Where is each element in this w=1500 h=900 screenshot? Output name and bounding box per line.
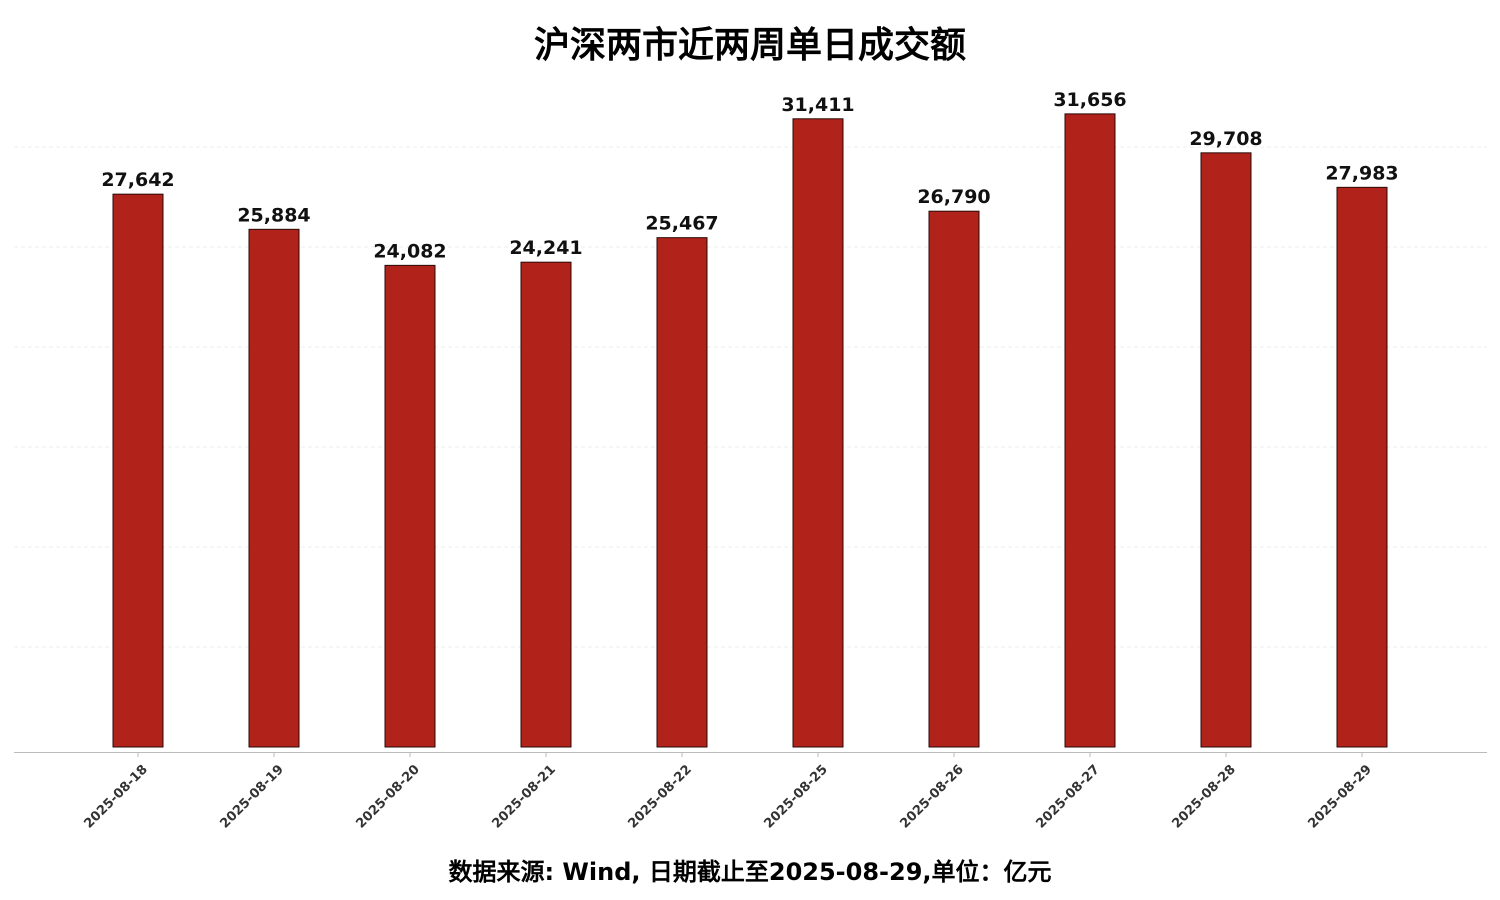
x-tick-label: 2025-08-27 — [1033, 762, 1102, 831]
x-tick-label: 2025-08-29 — [1305, 762, 1374, 831]
data-label: 29,708 — [1189, 128, 1262, 150]
x-tick-label: 2025-08-19 — [217, 762, 286, 831]
data-label: 24,082 — [373, 240, 446, 262]
data-label: 25,467 — [645, 213, 718, 235]
x-tick-label: 2025-08-26 — [897, 762, 966, 831]
data-label: 24,241 — [509, 237, 582, 259]
x-tick-label: 2025-08-20 — [353, 762, 422, 831]
bar-2025-08-25 — [792, 118, 844, 748]
x-axis-ticks: 2025-08-18 2025-08-19 2025-08-20 2025-08-21… — [81, 753, 1375, 832]
bar-2025-08-20 — [384, 264, 436, 748]
data-label: 27,983 — [1325, 162, 1398, 184]
bar-2025-08-19 — [248, 228, 300, 748]
data-label: 26,790 — [917, 186, 990, 208]
bar-2025-08-26 — [928, 210, 980, 748]
data-label: 31,411 — [781, 94, 854, 116]
x-tick-label: 2025-08-22 — [625, 762, 694, 831]
chart-title: 沪深两市近两周单日成交额 — [534, 24, 966, 66]
data-label: 25,884 — [237, 204, 310, 226]
data-label: 27,642 — [101, 169, 174, 191]
bar-2025-08-22 — [656, 237, 708, 748]
bar-2025-08-27 — [1064, 113, 1116, 748]
gridlines — [14, 146, 1487, 648]
data-label: 31,656 — [1053, 89, 1126, 111]
x-tick-label: 2025-08-28 — [1169, 762, 1238, 831]
footnote: 数据来源: Wind, 日期截止至2025-08-29,单位：亿元 — [448, 858, 1051, 886]
x-tick-label: 2025-08-25 — [761, 762, 830, 831]
bars: 27,642 25,884 24,082 24,241 25,467 31,411 26,7… — [101, 89, 1399, 748]
bar-2025-08-21 — [520, 261, 572, 748]
x-tick-label: 2025-08-18 — [81, 762, 150, 831]
bar-2025-08-29 — [1336, 186, 1388, 748]
x-tick-label: 2025-08-21 — [489, 762, 558, 831]
bar-2025-08-18 — [112, 193, 164, 748]
bar-2025-08-28 — [1200, 152, 1252, 748]
